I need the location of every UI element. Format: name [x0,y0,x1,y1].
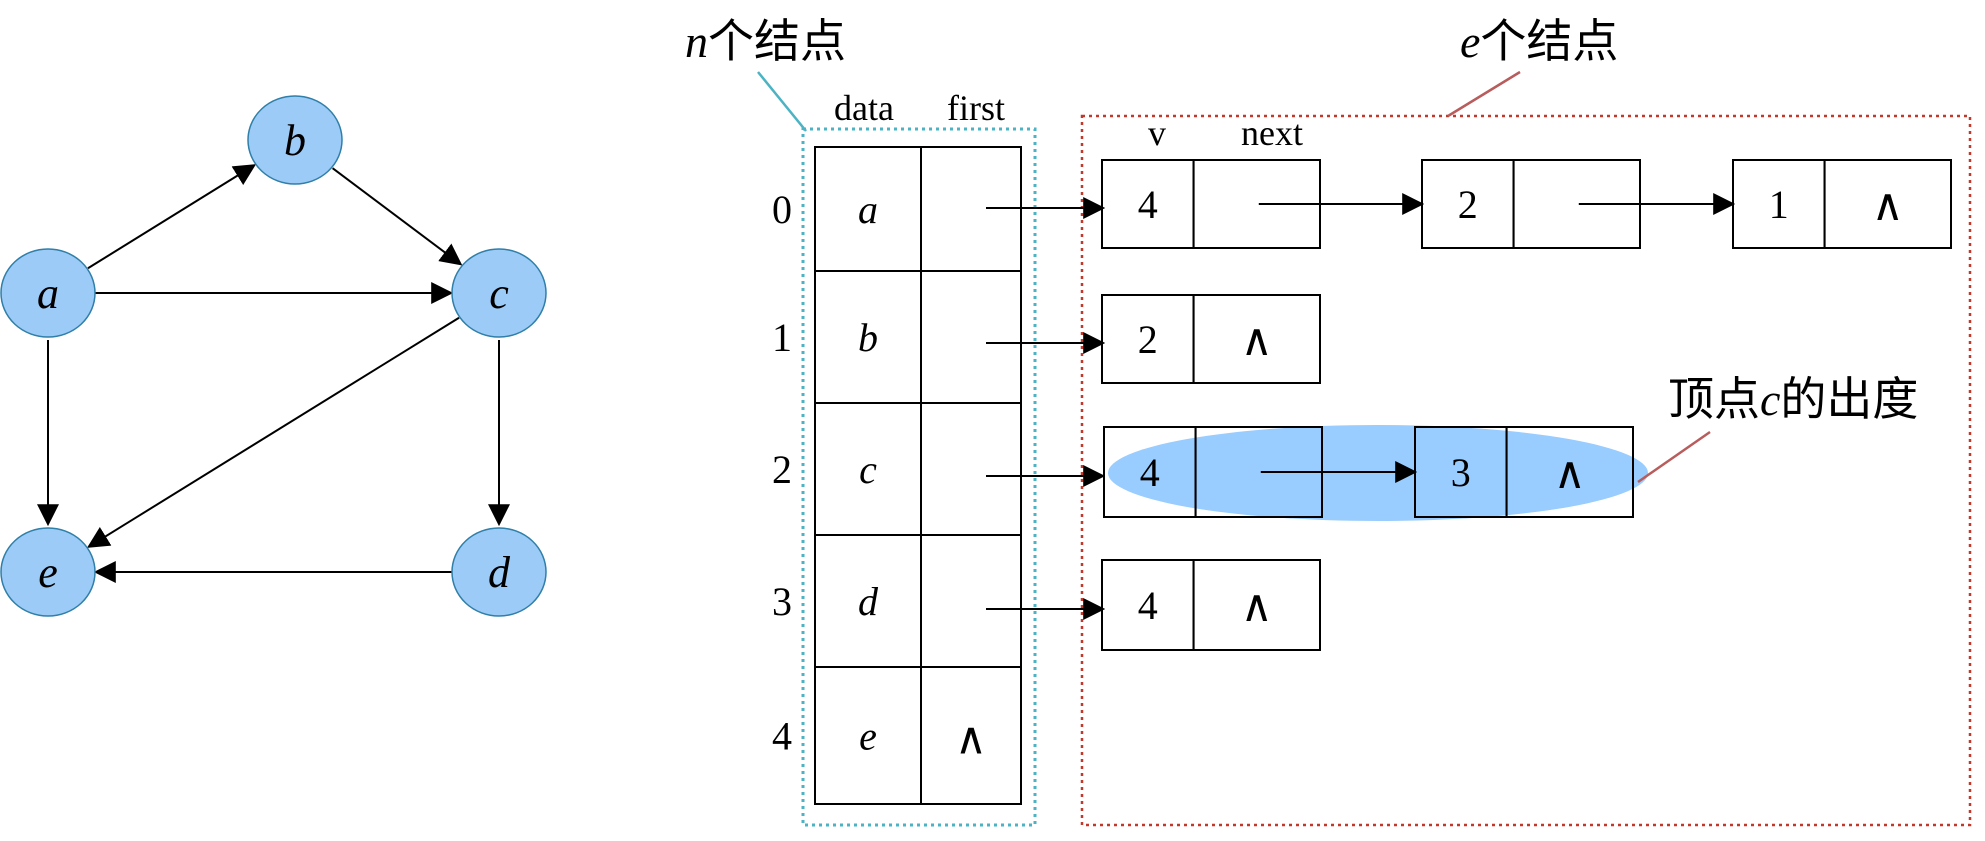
adjacency-list: n个结点 e个结点 data first v next 0 a1 b2 c3 d4 e ∧ … [685,16,1972,827]
node-circle [0,527,96,617]
outdegree-variable: c [1760,374,1780,425]
edge-node: 2 ∧ [1101,294,1322,384]
directed-graph: a b c d e [0,95,547,617]
vertex-index: 1 [772,315,792,360]
e-nodes-label: e个结点 [1460,16,1618,67]
vertex-index: 3 [772,579,792,624]
first-cell [920,402,1022,536]
node-label: c [489,269,509,318]
col-header-next: next [1241,113,1303,153]
n-nodes-text: 个结点 [708,16,846,67]
vertex-data: b [858,315,878,360]
edge-list-2: 4 3 ∧ [986,426,1635,518]
vertex-data: c [859,447,877,492]
edge-node: 4 [1103,426,1418,518]
vertex-table-boundary [801,127,1037,827]
edge-node: 4 [1101,159,1425,249]
node-circle [0,248,96,338]
null-symbol: ∧ [1241,316,1273,365]
node-label: a [37,269,59,318]
edge-a-b [87,164,257,270]
graph-node-b: b [247,95,343,185]
e-nodes-text: 个结点 [1480,16,1618,67]
edge-c-e [86,316,460,548]
node-circle [451,527,547,617]
vertex-data: d [858,579,879,624]
edge-list-3: 4 ∧ [986,559,1322,651]
edge-node: 2 [1421,159,1736,249]
vertex-row: 4 e ∧ [772,666,1022,805]
node-label: d [488,548,511,597]
edge-node-value: 4 [1140,450,1160,495]
graph-node-e: e [0,527,96,617]
edge-node-value: 1 [1769,182,1789,227]
next-cell [1505,426,1635,518]
vertex-index: 2 [772,447,792,492]
edge-node: 1 ∧ [1732,159,1953,249]
outdegree-label: 顶点c的出度 [1668,374,1918,425]
node-label: b [284,116,306,165]
outdegree-callout-line [1637,430,1711,484]
col-header-data: data [834,88,894,128]
graph-node-d: d [451,527,547,617]
null-symbol: ∧ [1241,582,1273,631]
vertex-index: 0 [772,187,792,232]
edge-node-value: 2 [1458,182,1478,227]
vertex-index: 4 [772,714,792,759]
first-cell [920,534,1022,668]
graph-nodes: a b c d e [0,95,547,617]
node-circle [451,248,547,338]
edge-node-value: 2 [1138,317,1158,362]
edge-b-c [332,167,463,266]
vertex-data: e [859,714,877,759]
outdegree-suffix: 的出度 [1780,374,1918,425]
next-cell [1823,159,1953,249]
node-label: e [38,548,58,597]
edge-node: 3 ∧ [1414,426,1635,518]
first-cell [920,666,1022,805]
e-nodes-callout-line [1447,70,1521,118]
edge-list-1: 2 ∧ [986,294,1322,384]
vertex-table: 0 a1 b2 c3 d4 e ∧ [772,146,1022,805]
edge-node-lists: 4 2 1 ∧2 ∧4 3 ∧4 ∧ [986,159,1953,651]
edge-node-value: 3 [1451,450,1471,495]
edge-node: 4 ∧ [1101,559,1322,651]
e-variable: e [1460,16,1480,67]
next-cell [1192,294,1322,384]
edge-list-0: 4 2 1 ∧ [986,159,1953,249]
edge-nodes-boundary [1080,114,1972,827]
first-cell [920,270,1022,404]
graph-node-a: a [0,248,96,338]
col-header-first: first [947,88,1005,128]
vertex-data: a [858,187,878,232]
edge-node-value: 4 [1138,583,1158,628]
n-variable: n [685,16,708,67]
n-nodes-callout-line [757,71,807,132]
n-nodes-label: n个结点 [685,16,846,67]
edge-node-value: 4 [1138,182,1158,227]
graph-node-c: c [451,248,547,338]
null-symbol: ∧ [1554,449,1586,498]
null-symbol: ∧ [955,715,987,764]
outdegree-prefix: 顶点 [1668,374,1760,425]
col-header-v: v [1148,113,1166,153]
next-cell [1192,559,1322,651]
graph-edges [37,164,510,583]
null-symbol: ∧ [1872,181,1904,230]
node-circle [247,95,343,185]
